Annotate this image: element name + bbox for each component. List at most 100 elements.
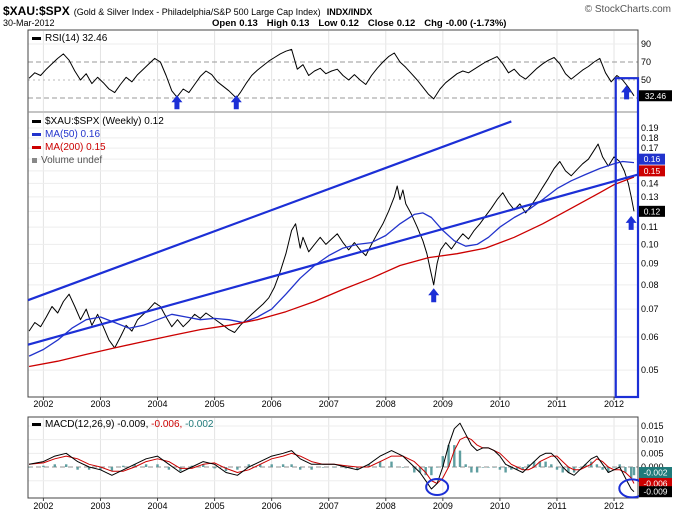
quote-high-label: High xyxy=(266,18,288,29)
trend-channel-line xyxy=(27,120,512,302)
macd-histogram-bar xyxy=(190,465,193,468)
macd-histogram-bar xyxy=(612,467,616,468)
macd-histogram-bar xyxy=(167,467,171,470)
macd-histogram-bar xyxy=(475,467,479,473)
macd-histogram-bar xyxy=(378,461,382,468)
x-axis-label: 2009 xyxy=(433,501,453,511)
macd-histogram-bar xyxy=(550,464,553,467)
y-axis-label: 0.19 xyxy=(641,123,659,133)
up-arrow xyxy=(428,288,440,303)
symbol-description: (Gold & Silver Index - Philadelphia/S&P … xyxy=(73,7,321,17)
macd-histogram-bar xyxy=(584,464,587,467)
value-box xyxy=(639,467,672,479)
x-axis-label: 2010 xyxy=(490,399,510,409)
quote-line: 30-Mar-2012 Open 0.13 High 0.13 Low 0.12 Close 0… xyxy=(3,18,515,29)
macd-histogram-bar xyxy=(595,464,599,467)
y-axis-label: 0.06 xyxy=(641,332,659,342)
macd-histogram-bar xyxy=(156,464,159,467)
quote-high-value: 0.13 xyxy=(290,18,310,29)
y-axis-label: 90 xyxy=(641,39,651,49)
y-axis-label: 0.010 xyxy=(641,435,664,445)
quote-chg: Chg -0.00 (-1.73%) xyxy=(424,18,506,29)
quote-low: Low 0.12 xyxy=(318,18,359,29)
macd-histogram-bar xyxy=(441,456,444,468)
macd-legend-label: MACD(12,26,9) xyxy=(45,419,115,430)
macd-signal-value: -0.006, xyxy=(151,419,183,430)
macd-histogram-bar xyxy=(607,467,610,473)
value-box-label: 32.46 xyxy=(645,91,667,101)
macd-histogram-bar xyxy=(321,467,325,468)
macd-histogram-bar xyxy=(247,464,250,467)
macd-frame xyxy=(27,416,639,499)
up-arrow xyxy=(625,215,637,230)
macd-histogram-bar xyxy=(430,467,433,476)
macd-histogram-bar xyxy=(179,467,182,472)
y-axis-label: 0.14 xyxy=(641,178,659,188)
price-legend-label: $XAU:$SPX (Weekly) 0.12 xyxy=(45,116,164,127)
ma50-legend-marker xyxy=(32,132,41,136)
macd-histogram-bar xyxy=(632,467,636,476)
macd-histogram-bar xyxy=(236,467,239,470)
ma200-legend: MA(200) 0.15 xyxy=(32,142,106,154)
macd-histogram-bar xyxy=(202,464,205,467)
macd-histogram-bar xyxy=(99,467,102,470)
ma200-line xyxy=(28,176,635,368)
highlight-rectangle xyxy=(614,77,640,399)
macd-histogram-bar xyxy=(458,450,462,467)
x-axis-label: 2004 xyxy=(148,501,168,511)
y-axis-label: 0.13 xyxy=(641,192,659,202)
stockcharts-copyright-link[interactable]: © StockCharts.com xyxy=(584,4,671,15)
macd-histogram-bar xyxy=(76,467,79,470)
price-legend: $XAU:$SPX (Weekly) 0.12 xyxy=(32,116,164,128)
macd-histogram-bar xyxy=(390,461,393,468)
y-axis-label: 0.17 xyxy=(641,143,659,153)
price-line xyxy=(28,143,635,349)
value-box-label: 0.15 xyxy=(644,166,661,176)
x-axis-label: 2011 xyxy=(547,501,566,511)
x-axis-label: 2006 xyxy=(262,399,282,409)
quote-open-value: 0.13 xyxy=(239,18,258,29)
quote-close-value: 0.12 xyxy=(396,18,416,29)
macd-histogram-bar xyxy=(624,467,627,473)
macd-histogram-bar xyxy=(510,467,513,470)
x-axis-label: 2009 xyxy=(433,399,453,409)
macd-histogram-bar xyxy=(618,464,621,467)
x-axis-label: 2002 xyxy=(33,501,53,511)
quote-chg-label: Chg xyxy=(424,18,443,29)
quote-close-label: Close xyxy=(367,18,394,29)
up-arrow xyxy=(171,95,183,110)
macd-histogram-bar xyxy=(527,464,530,467)
macd-line xyxy=(29,422,635,493)
symbol: $XAU:$SPX xyxy=(3,4,70,18)
highlight-circle xyxy=(425,478,450,497)
y-axis-label: 0.11 xyxy=(641,222,658,232)
macd-histogram-bar xyxy=(532,461,536,468)
y-axis-label: 0.18 xyxy=(641,133,659,143)
x-axis-label: 2008 xyxy=(376,399,396,409)
x-axis-label: 2012 xyxy=(604,399,624,409)
rsi-line xyxy=(28,48,635,100)
price-legend-marker xyxy=(32,119,41,123)
macd-histogram-bar xyxy=(356,467,359,470)
ma50-line xyxy=(28,160,635,357)
ma200-legend-label: MA(200) 0.15 xyxy=(45,142,106,153)
ma50-legend: MA(50) 0.16 xyxy=(32,129,100,141)
y-axis-label: 0.08 xyxy=(641,280,659,290)
macd-histogram-bar xyxy=(630,467,633,478)
macd-histogram-bar xyxy=(344,467,347,469)
x-axis-label: 2004 xyxy=(148,399,168,409)
macd-histogram-bar xyxy=(464,464,467,467)
macd-histogram-bar xyxy=(27,467,31,468)
macd-histogram-bar xyxy=(515,467,519,470)
macd-histogram-bar xyxy=(413,467,416,473)
signal-line xyxy=(29,436,635,484)
volume-legend-label: Volume undef xyxy=(41,155,103,166)
macd-histogram-bar xyxy=(470,467,473,473)
macd-histogram-bar xyxy=(504,467,507,473)
quote-chg-value: -0.00 (-1.73%) xyxy=(445,18,507,29)
up-arrow xyxy=(621,85,633,100)
macd-histogram-bar xyxy=(498,467,502,470)
x-axis-label: 2007 xyxy=(319,399,339,409)
macd-histogram-bar xyxy=(401,467,405,468)
